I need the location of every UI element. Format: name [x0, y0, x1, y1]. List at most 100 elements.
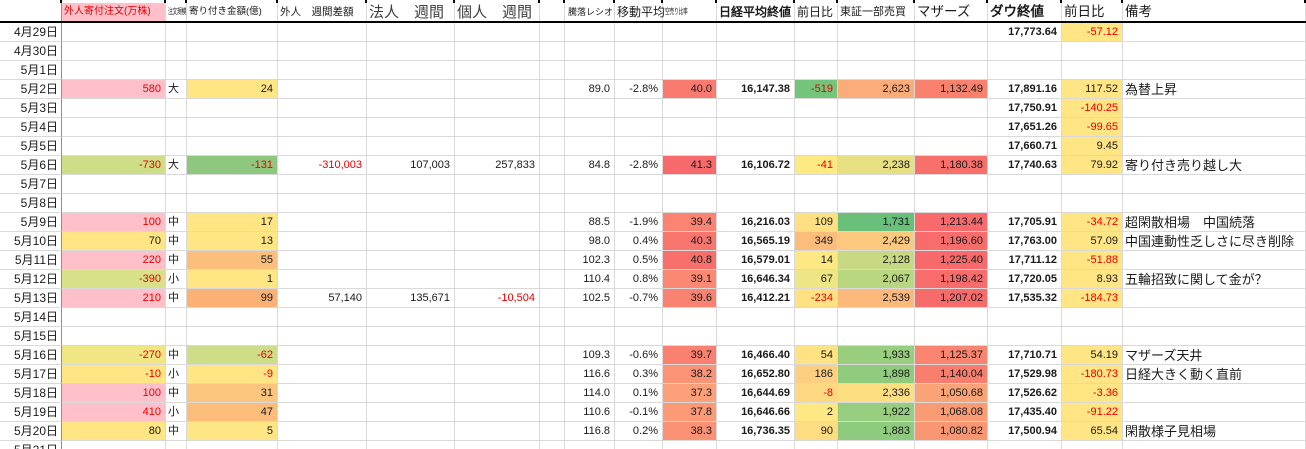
- column-header-dow[interactable]: ダウ終値: [988, 3, 1062, 21]
- cell-foreign_wk[interactable]: [278, 270, 367, 289]
- cell-scale[interactable]: [166, 194, 187, 213]
- cell-dow[interactable]: [988, 175, 1062, 194]
- cell-indiv_wk[interactable]: [455, 61, 540, 80]
- cell-dow_chg[interactable]: 79.92: [1062, 156, 1123, 175]
- cell-mothers[interactable]: 1,198.42: [915, 270, 988, 289]
- cell-corp_wk[interactable]: [367, 42, 455, 61]
- cell-dow_chg[interactable]: -140.25: [1062, 99, 1123, 118]
- cell-short_ratio[interactable]: 38.2: [663, 365, 717, 384]
- cell-foreign_wk[interactable]: [278, 346, 367, 365]
- cell-foreign_wk[interactable]: [278, 327, 367, 346]
- cell-nikkei[interactable]: 16,412.21: [717, 289, 795, 308]
- cell-date[interactable]: 4月29日: [0, 23, 62, 42]
- cell-short_ratio[interactable]: 39.1: [663, 270, 717, 289]
- cell-foreign_wk[interactable]: [278, 403, 367, 422]
- cell-volume[interactable]: [838, 137, 915, 156]
- cell-short_ratio[interactable]: [663, 99, 717, 118]
- cell-dow_chg[interactable]: -180.73: [1062, 365, 1123, 384]
- cell-dow[interactable]: 17,705.91: [988, 213, 1062, 232]
- cell-nikkei_chg[interactable]: [795, 175, 838, 194]
- cell-dow[interactable]: 17,500.94: [988, 422, 1062, 441]
- cell-date[interactable]: 5月3日: [0, 99, 62, 118]
- cell-nikkei_chg[interactable]: 349: [795, 232, 838, 251]
- cell-corp_wk[interactable]: [367, 384, 455, 403]
- cell-dow_chg[interactable]: -34.72: [1062, 213, 1123, 232]
- cell-corp_wk[interactable]: [367, 118, 455, 137]
- cell-date[interactable]: 5月18日: [0, 384, 62, 403]
- cell-dow[interactable]: [988, 61, 1062, 80]
- cell-ma[interactable]: [615, 99, 663, 118]
- column-header-volume[interactable]: 東証一部売買: [838, 3, 915, 21]
- column-header-date[interactable]: [0, 3, 62, 21]
- cell-ratio[interactable]: 109.3: [565, 346, 615, 365]
- cell-nikkei[interactable]: [717, 42, 795, 61]
- cell-indiv_wk[interactable]: [455, 118, 540, 137]
- cell-scale[interactable]: [166, 441, 187, 449]
- cell-date[interactable]: 5月4日: [0, 118, 62, 137]
- cell-mothers[interactable]: 1,225.40: [915, 251, 988, 270]
- cell-ma[interactable]: [615, 137, 663, 156]
- cell-spacer[interactable]: [540, 175, 565, 194]
- cell-date[interactable]: 5月1日: [0, 61, 62, 80]
- column-header-remark[interactable]: 備考: [1123, 3, 1306, 21]
- cell-foreign_wk[interactable]: [278, 80, 367, 99]
- cell-short_ratio[interactable]: 37.3: [663, 384, 717, 403]
- column-header-ma[interactable]: 移動平均: [617, 3, 666, 21]
- cell-short_ratio[interactable]: [663, 23, 717, 42]
- cell-dow_chg[interactable]: [1062, 327, 1123, 346]
- cell-ma[interactable]: 0.5%: [615, 251, 663, 270]
- cell-mothers[interactable]: 1,207.02: [915, 289, 988, 308]
- cell-remark[interactable]: 中国連動性乏しさに尽き削除: [1123, 232, 1306, 251]
- cell-foreign_order[interactable]: [62, 194, 166, 213]
- cell-ma[interactable]: -2.8%: [615, 80, 663, 99]
- cell-dow[interactable]: 17,535.32: [988, 289, 1062, 308]
- cell-ratio[interactable]: 114.0: [565, 384, 615, 403]
- cell-spacer[interactable]: [540, 422, 565, 441]
- cell-ratio[interactable]: 98.0: [565, 232, 615, 251]
- cell-date[interactable]: 5月10日: [0, 232, 62, 251]
- cell-foreign_wk[interactable]: [278, 194, 367, 213]
- cell-scale[interactable]: 中: [166, 232, 187, 251]
- column-header-corp_wk[interactable]: 法人 週間: [367, 3, 455, 21]
- cell-foreign_order[interactable]: [62, 23, 166, 42]
- cell-ratio[interactable]: [565, 175, 615, 194]
- cell-dow[interactable]: [988, 194, 1062, 213]
- cell-dow[interactable]: 17,750.91: [988, 99, 1062, 118]
- cell-ratio[interactable]: 110.6: [565, 403, 615, 422]
- cell-remark[interactable]: [1123, 175, 1306, 194]
- cell-dow[interactable]: 17,526.62: [988, 384, 1062, 403]
- cell-opening_amt[interactable]: 55: [187, 251, 278, 270]
- cell-dow[interactable]: [988, 441, 1062, 449]
- cell-ma[interactable]: 0.3%: [615, 365, 663, 384]
- cell-corp_wk[interactable]: [367, 23, 455, 42]
- cell-nikkei[interactable]: [717, 308, 795, 327]
- cell-corp_wk[interactable]: [367, 403, 455, 422]
- cell-foreign_wk[interactable]: [278, 99, 367, 118]
- cell-nikkei[interactable]: 16,106.72: [717, 156, 795, 175]
- cell-volume[interactable]: 1,922: [838, 403, 915, 422]
- cell-opening_amt[interactable]: -9: [187, 365, 278, 384]
- cell-mothers[interactable]: [915, 42, 988, 61]
- cell-nikkei[interactable]: [717, 61, 795, 80]
- cell-foreign_order[interactable]: [62, 327, 166, 346]
- cell-mothers[interactable]: [915, 327, 988, 346]
- cell-nikkei[interactable]: [717, 99, 795, 118]
- cell-corp_wk[interactable]: [367, 80, 455, 99]
- cell-corp_wk[interactable]: [367, 308, 455, 327]
- cell-mothers[interactable]: 1,080.82: [915, 422, 988, 441]
- cell-ratio[interactable]: 110.4: [565, 270, 615, 289]
- cell-nikkei_chg[interactable]: 54: [795, 346, 838, 365]
- cell-short_ratio[interactable]: [663, 194, 717, 213]
- cell-corp_wk[interactable]: [367, 232, 455, 251]
- cell-nikkei[interactable]: 16,652.80: [717, 365, 795, 384]
- cell-date[interactable]: 5月6日: [0, 156, 62, 175]
- cell-remark[interactable]: [1123, 384, 1306, 403]
- cell-spacer[interactable]: [540, 99, 565, 118]
- cell-nikkei[interactable]: 16,579.01: [717, 251, 795, 270]
- cell-indiv_wk[interactable]: [455, 308, 540, 327]
- cell-remark[interactable]: 超閑散相場 中国続落: [1123, 213, 1306, 232]
- cell-opening_amt[interactable]: [187, 61, 278, 80]
- cell-foreign_order[interactable]: 580: [62, 80, 166, 99]
- cell-foreign_order[interactable]: 100: [62, 384, 166, 403]
- cell-mothers[interactable]: 1,140.04: [915, 365, 988, 384]
